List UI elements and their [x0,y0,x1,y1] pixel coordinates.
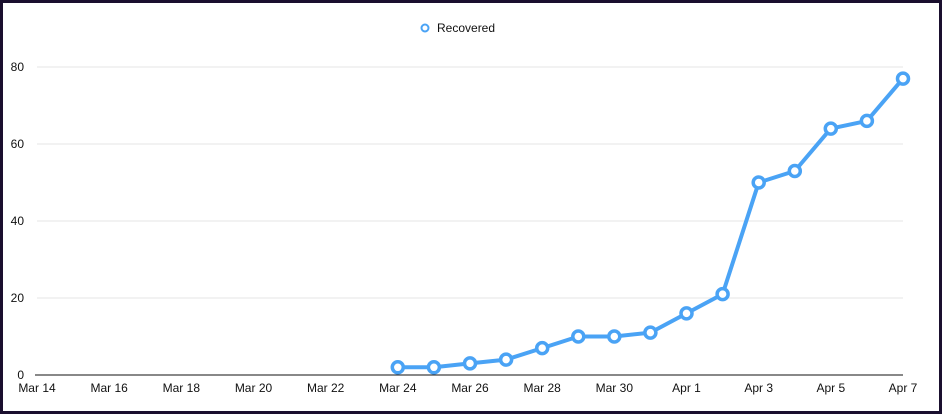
x-tick-label: Mar 18 [163,381,201,395]
x-tick-label: Mar 24 [379,381,417,395]
x-tick-label: Apr 3 [744,381,773,395]
y-tick-label: 80 [11,60,25,74]
data-point[interactable] [823,121,839,136]
data-point[interactable] [462,356,478,371]
data-point[interactable] [859,113,875,129]
data-point[interactable] [390,360,406,375]
x-tick-label: Mar 22 [307,381,345,395]
x-tick-label: Mar 20 [235,381,273,395]
x-tick-label: Mar 30 [596,381,634,395]
y-tick-label: 60 [11,137,25,151]
data-point[interactable] [751,175,766,190]
data-point[interactable] [498,352,514,367]
legend[interactable]: Recovered [420,21,496,35]
series-line [395,76,905,370]
series-recovered [390,71,911,375]
y-axis-ticks: 0 20 40 60 80 [11,60,25,382]
legend-label: Recovered [437,21,495,35]
data-point[interactable] [426,360,442,375]
x-tick-label: Apr 5 [816,381,845,395]
x-tick-label: Mar 28 [523,381,561,395]
data-point[interactable] [643,325,658,340]
legend-marker-icon [420,23,430,33]
x-tick-label: Apr 1 [672,381,701,395]
y-tick-label: 20 [11,291,25,305]
x-tick-label: Apr 7 [889,381,918,395]
x-axis-ticks: Mar 14 Mar 16 Mar 18 Mar 20 Mar 22 Mar 24 Mar … [18,381,917,395]
data-point[interactable] [787,163,803,179]
x-tick-label: Mar 14 [18,381,56,395]
y-tick-label: 40 [11,214,25,228]
gridlines [37,66,903,299]
data-point[interactable] [534,340,550,356]
data-point[interactable] [607,329,622,344]
data-point[interactable] [895,71,911,86]
data-point[interactable] [571,329,586,344]
data-point[interactable] [715,286,730,302]
data-point[interactable] [679,306,694,321]
y-tick-label: 0 [17,368,24,382]
x-tick-label: Mar 26 [451,381,489,395]
x-tick-label: Mar 16 [90,381,128,395]
